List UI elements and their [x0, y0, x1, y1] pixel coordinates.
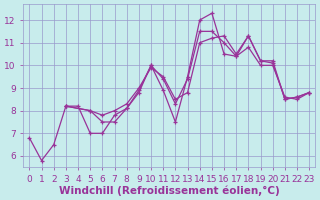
- X-axis label: Windchill (Refroidissement éolien,°C): Windchill (Refroidissement éolien,°C): [59, 185, 280, 196]
